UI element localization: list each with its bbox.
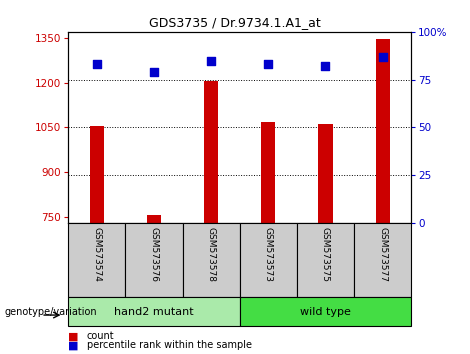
Bar xyxy=(68,223,125,297)
Bar xyxy=(318,125,333,223)
Text: GSM573576: GSM573576 xyxy=(149,227,158,282)
Text: GSM573577: GSM573577 xyxy=(378,227,387,282)
Text: hand2 mutant: hand2 mutant xyxy=(114,307,194,316)
Point xyxy=(93,62,101,67)
Bar xyxy=(125,223,182,297)
Text: GSM573574: GSM573574 xyxy=(92,227,101,282)
Point xyxy=(207,58,215,63)
Point xyxy=(321,63,329,69)
Text: percentile rank within the sample: percentile rank within the sample xyxy=(87,340,252,350)
Bar xyxy=(240,297,411,326)
Text: ■: ■ xyxy=(68,340,78,350)
Bar xyxy=(90,126,104,223)
Text: wild type: wild type xyxy=(300,307,351,316)
Bar xyxy=(297,223,354,297)
Point xyxy=(150,69,158,75)
Bar xyxy=(182,223,240,297)
Bar xyxy=(354,223,411,297)
Point xyxy=(265,62,272,67)
Bar xyxy=(204,81,218,223)
Text: count: count xyxy=(87,331,115,341)
Text: ■: ■ xyxy=(68,331,78,341)
Text: GSM573573: GSM573573 xyxy=(264,227,273,282)
Point xyxy=(379,54,386,59)
Text: genotype/variation: genotype/variation xyxy=(5,307,97,316)
Bar xyxy=(68,297,240,326)
Text: GSM573575: GSM573575 xyxy=(321,227,330,282)
Bar xyxy=(376,39,390,223)
Text: GSM573578: GSM573578 xyxy=(207,227,216,282)
Bar xyxy=(240,223,297,297)
Bar xyxy=(147,215,161,223)
Text: GDS3735 / Dr.9734.1.A1_at: GDS3735 / Dr.9734.1.A1_at xyxy=(149,16,321,29)
Bar xyxy=(261,122,275,223)
